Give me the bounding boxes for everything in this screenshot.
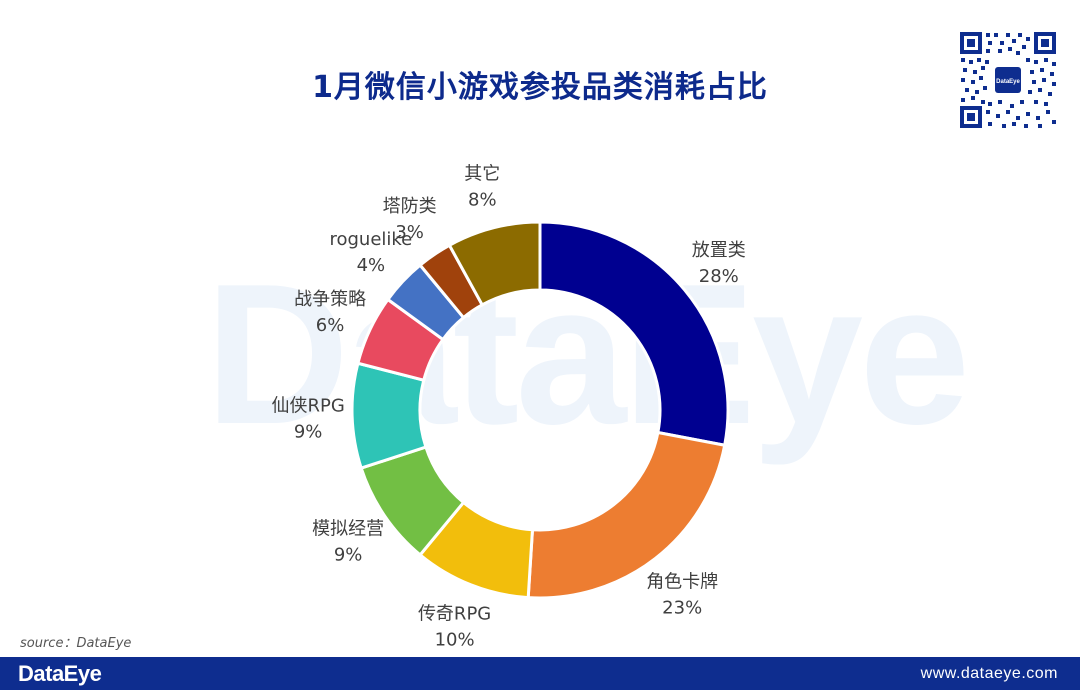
slice-category-4: 仙侠RPG [271,395,344,416]
source-note: source：DataEye [20,636,132,651]
slice-percent-0: 28% [699,266,739,287]
qr-code-icon: DataEye [958,30,1058,130]
donut-slice-1 [526,430,727,600]
slice-percent-7: 3% [395,222,424,243]
slice-percent-2: 10% [435,630,475,651]
slice-category-1: 角色卡牌 [646,571,718,592]
donut-slice-0 [538,220,730,447]
slice-percent-6: 4% [357,255,386,276]
slice-percent-1: 23% [662,597,702,618]
slice-label-6: roguelike 4% [329,229,412,276]
slice-label-3: 模拟经营 9% [312,518,384,565]
slice-category-7: 塔防类 [383,196,437,217]
footer-website: www.dataeye.com [920,665,1058,682]
chart-title: 1月微信小游戏参投品类消耗占比 [312,70,768,105]
slice-label-5: 战争策略 6% [294,289,366,336]
slice-label-2: 传奇RPG 10% [418,604,491,651]
slice-category-2: 传奇RPG [418,604,491,625]
slice-label-1: 角色卡牌 23% [646,571,718,618]
slice-category-6: roguelike [329,229,412,250]
slice-category-0: 放置类 [692,240,746,261]
slice-label-8: 其它 8% [464,163,500,210]
slice-label-4: 仙侠RPG 9% [271,395,344,442]
donut-chart: 放置类 28% 角色卡牌 23% 传奇RPG 10% 模拟经营 9% 仙侠RPG 9% 战争策略 6%… [271,163,746,651]
slice-category-5: 战争策略 [294,289,366,310]
footer-bar: DataEye www.dataeye.com [0,657,1080,690]
slice-label-7: 塔防类 3% [383,196,437,243]
slice-percent-4: 9% [294,421,323,442]
slice-percent-3: 9% [334,544,363,565]
donut-slice-8 [447,220,542,307]
svg-text:DataEye: DataEye [996,79,1020,85]
slice-label-0: 放置类 28% [692,240,746,287]
slice-percent-8: 8% [468,189,497,210]
footer-brand-logo: DataEye [18,661,102,686]
slice-percent-5: 6% [316,315,345,336]
slice-category-3: 模拟经营 [312,518,384,539]
slice-category-8: 其它 [464,163,500,184]
